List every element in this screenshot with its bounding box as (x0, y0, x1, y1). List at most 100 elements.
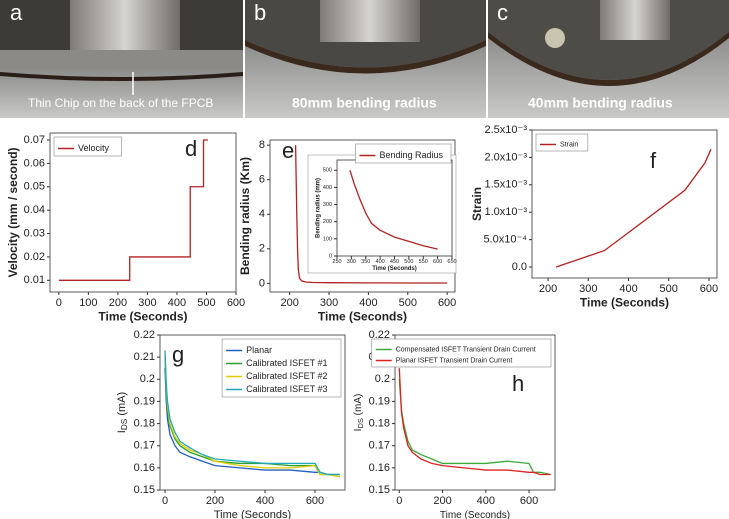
x-axis-label: Time (Seconds) (440, 510, 510, 519)
y-axis-label: Strain (470, 187, 484, 221)
y-tick-label: 1.5x10⁻³ (485, 179, 528, 191)
y-tick-label: 0.17 (369, 440, 390, 452)
y-tick-label: 2.0x10⁻³ (485, 151, 528, 163)
legend-box (535, 133, 589, 152)
legend-label: Bending Radius (379, 150, 443, 160)
y-tick-label: 0.2 (375, 373, 390, 385)
y-tick-label: 0.16 (134, 462, 155, 474)
x-tick-label: 600 (433, 259, 442, 265)
series-line (164, 350, 340, 476)
x-tick-label: 250 (332, 259, 341, 265)
y-tick-label: 0.01 (24, 274, 45, 286)
x-tick-label: 0 (396, 495, 402, 507)
photo-c: c 40mm bending radius (488, 0, 729, 118)
photo-caption: 40mm bending radius (528, 95, 673, 111)
legend-label: Compensated ISFET Transient Drain Curren… (396, 346, 536, 353)
panel-label: d (185, 136, 197, 161)
x-tick-label: 300 (320, 297, 338, 309)
y-axis-label: IDS (mA) (353, 394, 365, 432)
y-label-sub: DS (356, 418, 365, 428)
legend-box (221, 338, 342, 398)
y-tick-label: 400 (323, 185, 332, 191)
y-tick-label: 2 (259, 243, 265, 255)
x-tick-label: 200 (539, 283, 557, 295)
y-tick-label: 0.04 (24, 204, 45, 216)
x-tick-label: 400 (376, 259, 385, 265)
plot-frame (531, 129, 718, 279)
panel-label: e (282, 138, 294, 163)
y-tick-label: 0.19 (134, 395, 155, 407)
y-tick-label: 0.15 (134, 484, 155, 496)
x-tick-label: 600 (306, 495, 324, 507)
x-tick-label: 200 (109, 297, 127, 309)
x-axis-label: Time (Seconds) (318, 309, 407, 323)
y-label-main: I (353, 429, 364, 432)
series-line (398, 368, 551, 476)
y-label-unit: (mA) (353, 394, 364, 418)
x-tick-label: 200 (206, 495, 224, 507)
x-axis-label: Time (Seconds) (214, 509, 291, 519)
y-tick-label: 0.22 (134, 329, 155, 341)
x-tick-label: 500 (197, 297, 215, 309)
x-tick-label: 400 (477, 495, 495, 507)
panel-label: g (172, 342, 184, 367)
y-tick-label: 5.0x10⁻⁴ (483, 234, 527, 246)
photo-caption: 80mm bending radius (292, 95, 437, 111)
series-line (398, 379, 551, 476)
series-line (349, 170, 438, 250)
photo-letter: c (497, 0, 508, 25)
y-tick-label: 1.0x10⁻³ (485, 206, 528, 218)
x-tick-label: 200 (281, 297, 299, 309)
plot-frame (159, 334, 346, 491)
panel-label: f (650, 148, 657, 173)
y-tick-label: 500 (323, 168, 332, 174)
y-tick-label: 0.2 (140, 373, 155, 385)
y-tick-label: 0.22 (369, 329, 390, 341)
legend-label: Strain (560, 141, 578, 148)
y-tick-label: 0.03 (24, 227, 45, 239)
x-tick-label: 350 (361, 259, 370, 265)
x-tick-label: 650 (447, 259, 456, 265)
y-tick-label: 0.06 (24, 157, 45, 169)
x-tick-label: 450 (390, 259, 399, 265)
y-tick-label: 300 (323, 202, 332, 208)
y-axis-label: Bending radius (Km) (238, 157, 252, 275)
x-tick-label: 600 (700, 283, 718, 295)
y-tick-label: 0.21 (134, 351, 155, 363)
series-line (294, 145, 448, 284)
y-tick-label: 0.18 (134, 417, 155, 429)
x-tick-label: 400 (168, 297, 186, 309)
x-tick-label: 0 (162, 495, 168, 507)
legend-label: Planar (246, 345, 272, 355)
legend-box (371, 338, 552, 368)
x-tick-label: 100 (79, 297, 97, 309)
y-tick-label: 0.05 (24, 181, 45, 193)
legend-box (53, 136, 122, 157)
series-line (58, 139, 208, 281)
x-axis-label: Time (Seconds) (372, 266, 417, 272)
x-tick-label: 300 (138, 297, 156, 309)
x-tick-label: 200 (433, 495, 451, 507)
y-axis-label: Velocity (mm / second) (6, 147, 20, 277)
photo-b: b 80mm bending radius (245, 0, 486, 118)
legend-label: Velocity (78, 143, 110, 153)
x-tick-label: 400 (359, 297, 377, 309)
x-axis-label: Time (Seconds) (580, 295, 669, 309)
x-tick-label: 300 (347, 259, 356, 265)
y-tick-label: 8 (259, 139, 265, 151)
y-label-main: I (116, 430, 128, 433)
y-label-sub: DS (120, 418, 129, 430)
y-axis-label: IDS (mA) (116, 392, 129, 433)
y-tick-label: 100 (323, 236, 332, 242)
y-label-unit: (mA) (116, 392, 128, 419)
y-tick-label: 0.19 (369, 395, 390, 407)
y-tick-label: 2.5x10⁻³ (485, 124, 528, 136)
y-tick-label: 0.18 (369, 417, 390, 429)
x-tick-label: 500 (660, 283, 678, 295)
legend-label: Calibrated ISFET #1 (246, 358, 327, 368)
x-tick-label: 550 (419, 259, 428, 265)
plot-frame (49, 132, 237, 293)
y-tick-label: 200 (323, 219, 332, 225)
x-tick-label: 500 (404, 259, 413, 265)
photo-letter: b (254, 0, 266, 25)
